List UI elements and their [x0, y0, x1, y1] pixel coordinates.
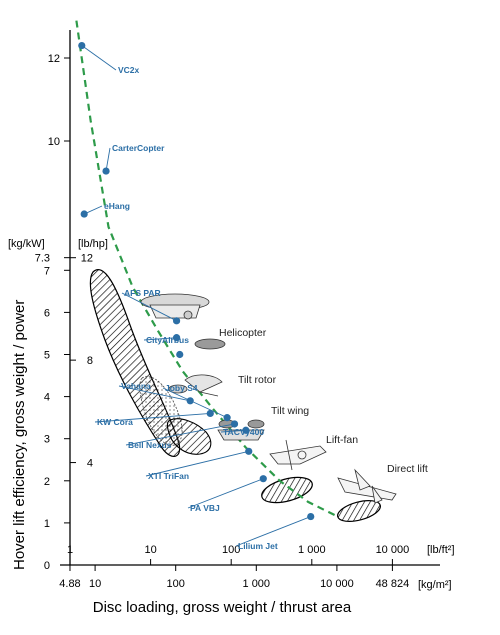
x-tick-label: 48 824: [376, 578, 410, 590]
label-joby-s4: Joby S4: [165, 383, 198, 393]
aircraft-points: [78, 41, 315, 521]
label-afs-par: AFS PAR: [124, 288, 161, 298]
y-tick-label: 6: [44, 307, 50, 319]
callout-joby-s4: [162, 387, 228, 419]
callout-ehang: [84, 205, 103, 215]
x-tick-label: 1 000: [243, 578, 271, 590]
tiltwing-region: [166, 418, 212, 455]
label-tacvy400: TACVy400: [223, 427, 264, 437]
x-tick-label: 10 000: [320, 578, 354, 590]
y-ticks-extended: 10 12: [48, 53, 70, 148]
callout-lilium-jet: [235, 516, 311, 547]
x2-tick-label: 1: [67, 544, 73, 556]
label-ehang: eHang: [104, 201, 130, 211]
point-unlabeled: [176, 350, 184, 359]
trend-line: [75, 20, 339, 518]
callout-bell-nexus: [125, 423, 235, 446]
y-tick-label: 0: [44, 560, 50, 572]
label-vc2x: VC2x: [118, 65, 140, 75]
y-unit-secondary: [lb/hp]: [78, 238, 108, 250]
callout-vc2x: [81, 45, 117, 71]
callout-cartercopter: [105, 147, 111, 172]
y-ticks-secondary: 4 8 12: [70, 253, 93, 470]
x2-tick-label: 100: [222, 544, 240, 556]
x-ticks: 4.88 10 100 1 000 10 000 48 824: [59, 565, 409, 590]
liftfan-region: [261, 476, 313, 504]
aircraft-callouts: VC2x CarterCopter eHang AFS PAR CityAirbus Va…: [81, 45, 311, 551]
category-lift-fan: Lift-fan: [326, 434, 358, 446]
category-tilt-wing: Tilt wing: [271, 405, 309, 417]
callout-pa-vbj: [187, 478, 264, 509]
directlift-region: [337, 500, 381, 522]
x-tick-label: 100: [167, 578, 185, 590]
x-unit-primary: [kg/m²]: [418, 579, 452, 591]
category-helicopter: Helicopter: [219, 327, 267, 339]
y-tick-label: 7: [44, 265, 50, 277]
callout-kw-cora: [94, 412, 211, 423]
x2-tick-label: 1 000: [298, 544, 326, 556]
y-tick-label: 5: [44, 350, 50, 362]
label-pa-vbj: PA VBJ: [190, 503, 220, 513]
y-ext-tick-label: 12: [48, 53, 60, 65]
x-ticks-secondary: 1 10 100 1 000 10 000: [67, 544, 409, 565]
callout-cityairbus: [143, 337, 177, 341]
tiltwing-silhouette: [217, 419, 265, 441]
y-tick-label: 3: [44, 434, 50, 446]
y-ext-tick-label: 10: [48, 136, 60, 148]
category-tilt-rotor: Tilt rotor: [238, 374, 277, 386]
y-tick-label: 4: [44, 392, 50, 404]
label-xti-trifan: XTI TriFan: [148, 471, 189, 481]
y-tick-label: 1: [44, 518, 50, 530]
helicopter-silhouette: [140, 293, 210, 320]
y-tick-label: 7.3: [35, 253, 50, 265]
y2-tick-label: 8: [87, 355, 93, 367]
callout-xti-trifan: [145, 450, 249, 477]
category-labels: Helicopter Tilt rotor Tilt wing Lift-fan Dir…: [219, 327, 428, 475]
label-cityairbus: CityAirbus: [146, 335, 189, 345]
y-ticks: 0 1 2 3 4 5 6 77.3: [35, 253, 70, 572]
x2-tick-label: 10 000: [376, 544, 410, 556]
x-tick-label: 10: [89, 578, 101, 590]
callout-tacvy400: [220, 429, 246, 433]
x2-tick-label: 10: [144, 544, 156, 556]
y-unit-primary: [kg/kW]: [8, 238, 45, 250]
label-vahana: Vahana: [121, 381, 151, 391]
x-axis-title: Disc loading, gross weight / thrust area: [93, 599, 352, 616]
y-axis-title: Hover lift efficiency, gross weight / po…: [11, 300, 28, 570]
y-tick-label: 2: [44, 476, 50, 488]
callout-vahana: [118, 385, 191, 402]
liftfan-silhouette: [269, 439, 327, 471]
category-direct-lift: Direct lift: [387, 463, 428, 475]
directlift-silhouette: [337, 468, 397, 504]
x-unit-secondary: [lb/ft²]: [427, 544, 455, 556]
label-lilium-jet: Lilium Jet: [238, 541, 278, 551]
tiltrotor-silhouette: [168, 338, 226, 397]
x-tick-label: 4.88: [59, 578, 80, 590]
y2-tick-label: 12: [81, 253, 93, 265]
callout-afs-par: [121, 292, 177, 322]
y2-tick-label: 4: [87, 458, 93, 470]
label-cartercopter: CarterCopter: [112, 143, 165, 153]
label-bell-nexus: Bell Nexus: [128, 440, 172, 450]
label-kw-cora: KW Cora: [97, 417, 133, 427]
